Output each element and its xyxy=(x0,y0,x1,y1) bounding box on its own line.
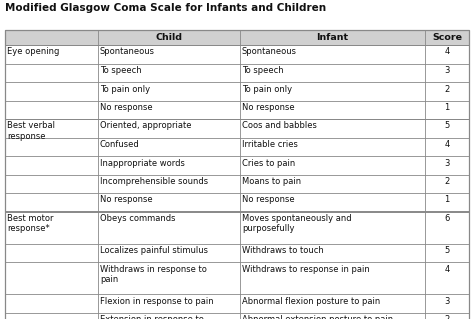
Text: No response: No response xyxy=(100,196,153,204)
Text: Modified Glasgow Coma Scale for Infants and Children: Modified Glasgow Coma Scale for Infants … xyxy=(5,3,326,13)
Text: Obeys commands: Obeys commands xyxy=(100,214,175,223)
Text: Extension in response to
pain: Extension in response to pain xyxy=(100,315,204,319)
Text: Moves spontaneously and
purposefully: Moves spontaneously and purposefully xyxy=(242,214,352,234)
Text: Flexion in response to pain: Flexion in response to pain xyxy=(100,296,214,306)
Text: Inappropriate words: Inappropriate words xyxy=(100,159,185,167)
Text: No response: No response xyxy=(100,103,153,112)
Text: Eye opening: Eye opening xyxy=(7,48,59,56)
Text: Cries to pain: Cries to pain xyxy=(242,159,295,167)
Text: To speech: To speech xyxy=(100,66,142,75)
Text: No response: No response xyxy=(242,103,295,112)
Text: 3: 3 xyxy=(444,66,450,75)
Text: 4: 4 xyxy=(444,264,450,273)
Text: Withdraws in response to
pain: Withdraws in response to pain xyxy=(100,264,207,284)
Text: Localizes painful stimulus: Localizes painful stimulus xyxy=(100,246,208,255)
Text: No response: No response xyxy=(242,196,295,204)
Text: 2: 2 xyxy=(444,85,450,93)
Text: 5: 5 xyxy=(444,246,450,255)
Text: Withdraws to touch: Withdraws to touch xyxy=(242,246,324,255)
Text: Withdraws to response in pain: Withdraws to response in pain xyxy=(242,264,370,273)
Bar xyxy=(5,119,469,211)
Text: Confused: Confused xyxy=(100,140,140,149)
Text: Spontaneous: Spontaneous xyxy=(242,48,297,56)
Text: Moans to pain: Moans to pain xyxy=(242,177,301,186)
Text: 3: 3 xyxy=(444,296,450,306)
Text: Infant: Infant xyxy=(317,33,348,42)
Text: 4: 4 xyxy=(444,48,450,56)
Text: To speech: To speech xyxy=(242,66,283,75)
Text: To pain only: To pain only xyxy=(242,85,292,93)
Text: Best motor
response*: Best motor response* xyxy=(7,214,54,234)
Text: 6: 6 xyxy=(444,214,450,223)
Text: Coos and babbles: Coos and babbles xyxy=(242,122,317,130)
Text: Best verbal
response: Best verbal response xyxy=(7,122,55,141)
Bar xyxy=(5,30,469,45)
Text: Spontaneous: Spontaneous xyxy=(100,48,155,56)
Text: 2: 2 xyxy=(444,177,450,186)
Bar xyxy=(5,211,469,319)
Text: 3: 3 xyxy=(444,159,450,167)
Text: 5: 5 xyxy=(444,122,450,130)
Text: Abnormal flexion posture to pain: Abnormal flexion posture to pain xyxy=(242,296,380,306)
Text: To pain only: To pain only xyxy=(100,85,150,93)
Bar xyxy=(5,45,469,119)
Text: Irritable cries: Irritable cries xyxy=(242,140,298,149)
Text: 2: 2 xyxy=(444,315,450,319)
Text: 1: 1 xyxy=(444,103,450,112)
Text: 4: 4 xyxy=(444,140,450,149)
Text: Abnormal extension posture to pain: Abnormal extension posture to pain xyxy=(242,315,393,319)
Text: Oriented, appropriate: Oriented, appropriate xyxy=(100,122,191,130)
Text: Child: Child xyxy=(155,33,182,42)
Text: 1: 1 xyxy=(444,196,450,204)
Text: Score: Score xyxy=(432,33,462,42)
Text: Incomprehensible sounds: Incomprehensible sounds xyxy=(100,177,208,186)
